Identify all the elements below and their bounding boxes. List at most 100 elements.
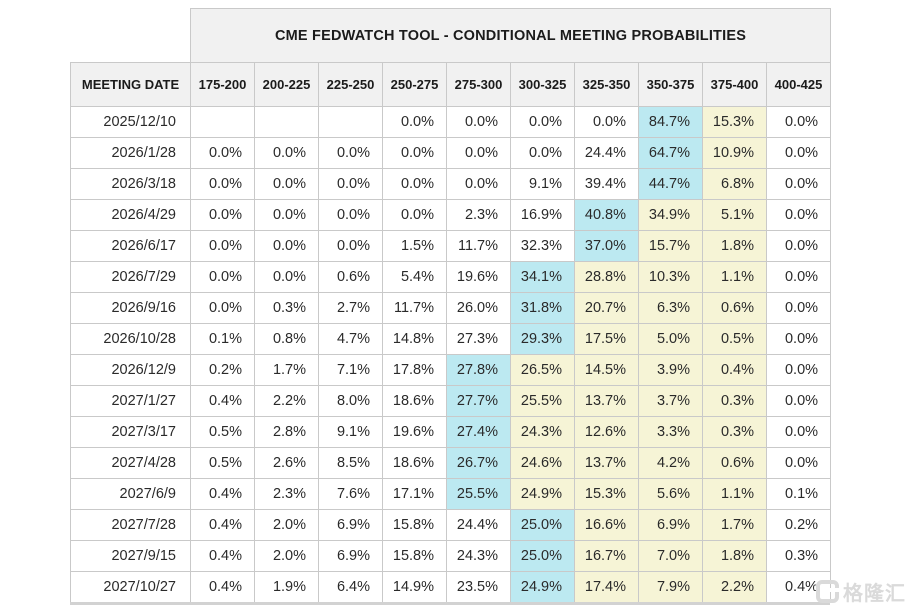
probability-cell: 1.5% xyxy=(382,230,447,262)
probability-cell: 0.0% xyxy=(765,261,832,293)
meeting-date-cell: 2027/1/27 xyxy=(70,385,191,417)
probability-cell: 0.4% xyxy=(702,354,767,386)
meeting-date-cell: 2025/12/10 xyxy=(70,106,191,138)
table-row: 2027/10/27 0.4% 1.9% 6.4% 14.9% 23.5% 24.9% 17.… xyxy=(70,571,832,603)
probability-cell: 0.0% xyxy=(765,323,832,355)
table-row: 2027/3/17 0.5% 2.8% 9.1% 19.6% 27.4% 24.3% 12.6… xyxy=(70,416,832,448)
probability-cell: 5.1% xyxy=(702,199,767,231)
probability-cell: 28.8% xyxy=(574,261,639,293)
probability-cell: 25.0% xyxy=(510,509,575,541)
probability-cell: 15.3% xyxy=(574,478,639,510)
probability-cell: 0.0% xyxy=(510,137,575,169)
probability-cell: 0.0% xyxy=(765,168,832,200)
probability-cell: 23.5% xyxy=(446,571,511,603)
probability-cell: 2.3% xyxy=(254,478,319,510)
probability-cell: 0.0% xyxy=(765,385,832,417)
probability-cell: 7.9% xyxy=(638,571,703,603)
header-meeting-date: MEETING DATE xyxy=(70,62,191,107)
probability-cell: 6.9% xyxy=(638,509,703,541)
probability-cell: 0.0% xyxy=(765,137,832,169)
probability-cell: 12.6% xyxy=(574,416,639,448)
probability-cell: 10.9% xyxy=(702,137,767,169)
header-rate-range: 400-425 xyxy=(765,62,832,107)
probability-cell: 1.1% xyxy=(702,261,767,293)
header-rate-range: 225-250 xyxy=(318,62,383,107)
probability-cell: 6.9% xyxy=(318,540,383,572)
table-row: 2027/4/28 0.5% 2.6% 8.5% 18.6% 26.7% 24.6% 13.7… xyxy=(70,447,832,479)
probability-cell: 0.0% xyxy=(254,137,319,169)
probability-cell: 0.0% xyxy=(254,230,319,262)
probability-cell xyxy=(254,106,319,138)
probability-cell: 0.0% xyxy=(446,137,511,169)
probability-cell: 16.9% xyxy=(510,199,575,231)
corner-cell xyxy=(70,8,191,63)
probability-cell: 3.9% xyxy=(638,354,703,386)
fedwatch-table: CME FEDWATCH TOOL - CONDITIONAL MEETING … xyxy=(70,8,832,603)
probability-cell: 0.4% xyxy=(190,571,255,603)
probability-cell: 0.0% xyxy=(318,137,383,169)
meeting-date-cell: 2026/4/29 xyxy=(70,199,191,231)
probability-cell: 0.0% xyxy=(382,137,447,169)
probability-cell: 0.0% xyxy=(190,137,255,169)
probability-cell: 0.4% xyxy=(190,385,255,417)
probability-cell: 0.0% xyxy=(318,199,383,231)
probability-cell: 26.5% xyxy=(510,354,575,386)
probability-cell: 64.7% xyxy=(638,137,703,169)
probability-cell: 0.0% xyxy=(254,199,319,231)
probability-cell: 0.0% xyxy=(254,168,319,200)
table-row: 2027/1/27 0.4% 2.2% 8.0% 18.6% 27.7% 25.5% 13.7… xyxy=(70,385,832,417)
table-body: 2025/12/10 0.0% 0.0% 0.0% 0.0% 84.7% 15.3% 0.0%… xyxy=(70,106,832,603)
fedwatch-table-container: CME FEDWATCH TOOL - CONDITIONAL MEETING … xyxy=(70,8,832,605)
probability-cell: 0.6% xyxy=(318,261,383,293)
probability-cell: 19.6% xyxy=(382,416,447,448)
meeting-date-cell: 2026/6/17 xyxy=(70,230,191,262)
header-rate-range: 300-325 xyxy=(510,62,575,107)
probability-cell: 0.3% xyxy=(702,385,767,417)
table-row: 2027/6/9 0.4% 2.3% 7.6% 17.1% 25.5% 24.9% 15.3%… xyxy=(70,478,832,510)
probability-cell: 2.0% xyxy=(254,509,319,541)
probability-cell: 3.3% xyxy=(638,416,703,448)
probability-cell: 5.0% xyxy=(638,323,703,355)
probability-cell: 17.5% xyxy=(574,323,639,355)
probability-cell: 0.0% xyxy=(382,199,447,231)
table-row: 2027/9/15 0.4% 2.0% 6.9% 15.8% 24.3% 25.0% 16.7… xyxy=(70,540,832,572)
meeting-date-cell: 2026/7/29 xyxy=(70,261,191,293)
watermark-text: 格隆汇 xyxy=(843,583,906,605)
probability-cell: 0.4% xyxy=(190,509,255,541)
meeting-date-cell: 2026/3/18 xyxy=(70,168,191,200)
probability-cell: 3.7% xyxy=(638,385,703,417)
header-rate-range: 350-375 xyxy=(638,62,703,107)
header-rate-range: 375-400 xyxy=(702,62,767,107)
probability-cell: 13.7% xyxy=(574,385,639,417)
table-row: 2026/1/28 0.0% 0.0% 0.0% 0.0% 0.0% 0.0% 24.4% 64… xyxy=(70,137,832,169)
probability-cell: 5.6% xyxy=(638,478,703,510)
probability-cell: 19.6% xyxy=(446,261,511,293)
probability-cell: 0.0% xyxy=(382,106,447,138)
probability-cell: 14.8% xyxy=(382,323,447,355)
probability-cell: 0.0% xyxy=(190,230,255,262)
probability-cell: 0.0% xyxy=(765,230,832,262)
probability-cell: 6.8% xyxy=(702,168,767,200)
probability-cell: 0.3% xyxy=(702,416,767,448)
probability-cell: 0.0% xyxy=(318,168,383,200)
header-row: MEETING DATE 175-200 200-225 225-250 250-275… xyxy=(70,62,832,107)
table-row: 2026/9/16 0.0% 0.3% 2.7% 11.7% 26.0% 31.8% 20.7… xyxy=(70,292,832,324)
table-row: 2026/7/29 0.0% 0.0% 0.6% 5.4% 19.6% 34.1% 28.8%… xyxy=(70,261,832,293)
probability-cell: 84.7% xyxy=(638,106,703,138)
meeting-date-cell: 2026/1/28 xyxy=(70,137,191,169)
probability-cell: 1.7% xyxy=(702,509,767,541)
probability-cell: 26.7% xyxy=(446,447,511,479)
probability-cell: 0.0% xyxy=(318,230,383,262)
probability-cell: 0.6% xyxy=(702,292,767,324)
meeting-date-cell: 2027/9/15 xyxy=(70,540,191,572)
probability-cell: 0.0% xyxy=(765,416,832,448)
probability-cell: 2.2% xyxy=(254,385,319,417)
probability-cell: 24.3% xyxy=(510,416,575,448)
meeting-date-cell: 2027/3/17 xyxy=(70,416,191,448)
probability-cell: 39.4% xyxy=(574,168,639,200)
probability-cell: 9.1% xyxy=(510,168,575,200)
probability-cell: 0.1% xyxy=(190,323,255,355)
probability-cell: 0.0% xyxy=(446,106,511,138)
probability-cell: 0.0% xyxy=(765,292,832,324)
probability-cell: 24.4% xyxy=(574,137,639,169)
